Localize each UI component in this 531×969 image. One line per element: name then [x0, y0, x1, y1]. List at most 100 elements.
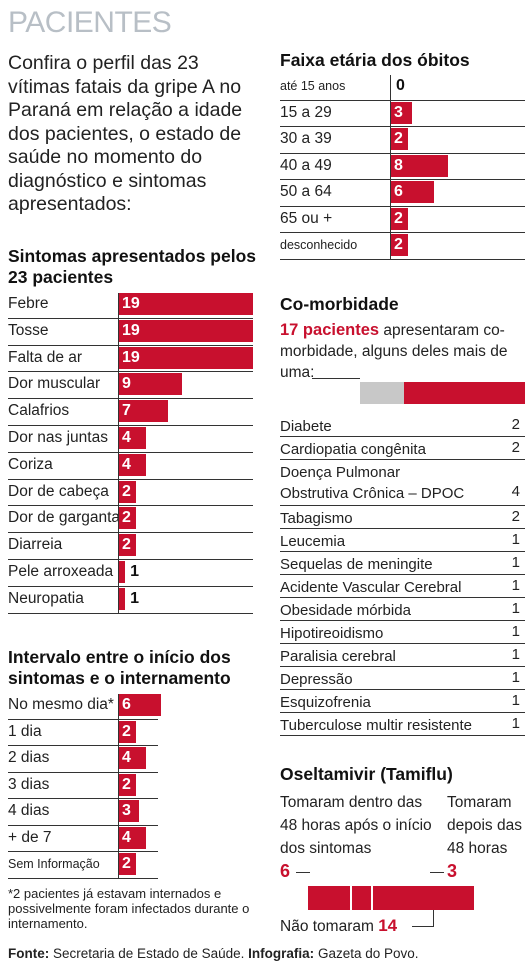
comorbidity-label: Sequelas de meningite: [280, 554, 505, 575]
tamiflu-after-label: Tomaram depois das 48 horas: [447, 794, 522, 857]
symptom-bar: 19: [118, 319, 253, 342]
tamiflu-after-value: 3: [447, 861, 458, 881]
comorbidity-divider: [280, 459, 525, 460]
interval-heading: Intervalo entre o início dos sintomas e …: [8, 647, 231, 688]
symptom-bar: [118, 587, 126, 610]
age-label: 15 a 29: [280, 103, 332, 121]
comorbidity-highlight: 17 pacientes: [280, 321, 380, 339]
age-bar: 6: [390, 181, 434, 203]
comorbidity-value: 1: [511, 600, 520, 617]
symptom-label: Dor muscular: [8, 375, 101, 393]
tamiflu-none-leader-h: [412, 926, 434, 927]
symptom-label: Pele arroxeada: [8, 563, 114, 580]
comorbidity-label: Paralisia cerebral: [280, 646, 505, 667]
age-label: 40 a 49: [280, 156, 332, 174]
tamiflu-within-leader: [296, 872, 310, 873]
comorbidity-label: Leucemia: [280, 531, 505, 552]
comorbidity-label-line: Cardiopatia congênita: [280, 441, 426, 458]
tamiflu-split-1: [350, 886, 352, 910]
comorbidity-divider: [280, 643, 525, 644]
interval-bar: 3: [118, 800, 140, 822]
interval-footnote: *2 pacientes já estavam internados e pos…: [8, 886, 250, 931]
comorbidity-divider: [280, 620, 525, 621]
comorbidity-divider: [280, 597, 525, 598]
comorbidity-value: 1: [511, 577, 520, 594]
interval-bar: 4: [118, 826, 147, 849]
age-divider: [280, 258, 525, 260]
source-label: Fonte:: [8, 946, 50, 961]
symptom-bar: 19: [118, 346, 253, 369]
symptom-axis: [118, 293, 119, 613]
symptom-divider: [8, 344, 253, 346]
symptom-bar: 9: [118, 373, 182, 396]
symptom-bar: 2: [118, 480, 136, 503]
interval-axis: [118, 694, 119, 878]
interval-bar: 2: [118, 773, 136, 796]
symptom-divider: [8, 478, 253, 480]
comorbidity-label-line: Diabete: [280, 418, 332, 435]
symptom-label: Calafrios: [8, 402, 70, 420]
interval-label: Sem Informação: [8, 857, 100, 871]
comorbidity-label-line: Obesidade mórbida: [280, 602, 411, 619]
age-divider: [280, 179, 525, 180]
symptom-bar: 2: [118, 534, 136, 557]
comorbidity-label-line: Paralisia cerebral: [280, 648, 396, 665]
tamiflu-bar: [308, 886, 474, 910]
interval-divider: [8, 718, 158, 720]
comorbidity-divider: [280, 551, 525, 552]
interval-bar: 6: [118, 694, 161, 716]
symptom-bar: 19: [118, 293, 253, 315]
comorbidity-heading: Co-morbidade: [280, 294, 399, 314]
age-bar: 8: [390, 154, 449, 177]
comorbidity-label: Cardiopatia congênita: [280, 439, 505, 460]
symptom-divider: [8, 559, 253, 560]
comorbidity-label-line: Doença Pulmonar: [280, 464, 401, 481]
symptom-divider: [8, 532, 253, 534]
tamiflu-none-value: 14: [378, 916, 398, 935]
symptom-divider: [8, 425, 253, 426]
comorbidity-label: Depressão: [280, 669, 505, 690]
symptoms-heading: Sintomas apresentados pelos 23 pacientes: [8, 246, 256, 287]
tamiflu-none-leader-v: [433, 910, 434, 927]
age-axis: [390, 75, 391, 259]
comorbidity-divider: [280, 436, 525, 437]
comorbidity-label-line: Sequelas de meningite: [280, 556, 433, 573]
symptom-label: Dor de garganta: [8, 509, 121, 527]
tamiflu-within-label: Tomaram dentro das 48 horas após o iníci…: [280, 794, 432, 857]
tamiflu-heading: Oseltamivir (Tamiflu): [280, 764, 453, 784]
comorbidity-value: 1: [511, 692, 520, 709]
comorbidity-value: 2: [511, 416, 520, 433]
symptom-label: Diarreia: [8, 536, 63, 554]
comorbidity-divider: [280, 689, 525, 690]
symptom-value: 1: [130, 563, 139, 580]
interval-label: + de 7: [8, 828, 52, 846]
comorbidity-divider: [280, 574, 525, 575]
comorbidity-value: 4: [511, 483, 520, 500]
comorbidity-label: Doença Pulmonar Obstrutiva Crônica – DPOC: [280, 462, 505, 504]
age-value: 0: [396, 77, 405, 94]
comorbidity-label-line: Esquizofrenia: [280, 694, 371, 711]
symptom-bar: 7: [118, 400, 168, 423]
comorbidity-label-line: Tuberculose multir resistente: [280, 717, 473, 734]
comorbidity-value: 1: [511, 715, 520, 732]
symptom-label: Tosse: [8, 321, 49, 339]
age-label: 65 ou +: [280, 209, 333, 227]
age-bar: 3: [390, 101, 412, 124]
interval-divider: [8, 877, 158, 879]
comorbidity-text: 17 pacientes apresentaram co-morbidade, …: [280, 320, 525, 383]
comorbidity-leader: [312, 378, 360, 379]
age-bar: 2: [390, 234, 408, 256]
footer-credits: Fonte: Secretaria de Estado de Saúde. In…: [8, 946, 419, 961]
symptom-divider: [8, 398, 253, 400]
comorbidity-divider: [280, 712, 525, 713]
symptom-bar: 4: [118, 453, 147, 476]
symptom-label: Coriza: [8, 455, 53, 473]
symptom-divider: [8, 317, 253, 319]
comorbidity-value: 1: [511, 531, 520, 548]
age-bar: 2: [390, 128, 408, 150]
symptom-divider: [8, 451, 253, 453]
symptom-divider: [8, 371, 253, 373]
symptom-label: Dor nas juntas: [8, 429, 108, 446]
comorbidity-divider: [280, 528, 525, 529]
source-text: Secretaria de Estado de Saúde.: [53, 946, 245, 961]
